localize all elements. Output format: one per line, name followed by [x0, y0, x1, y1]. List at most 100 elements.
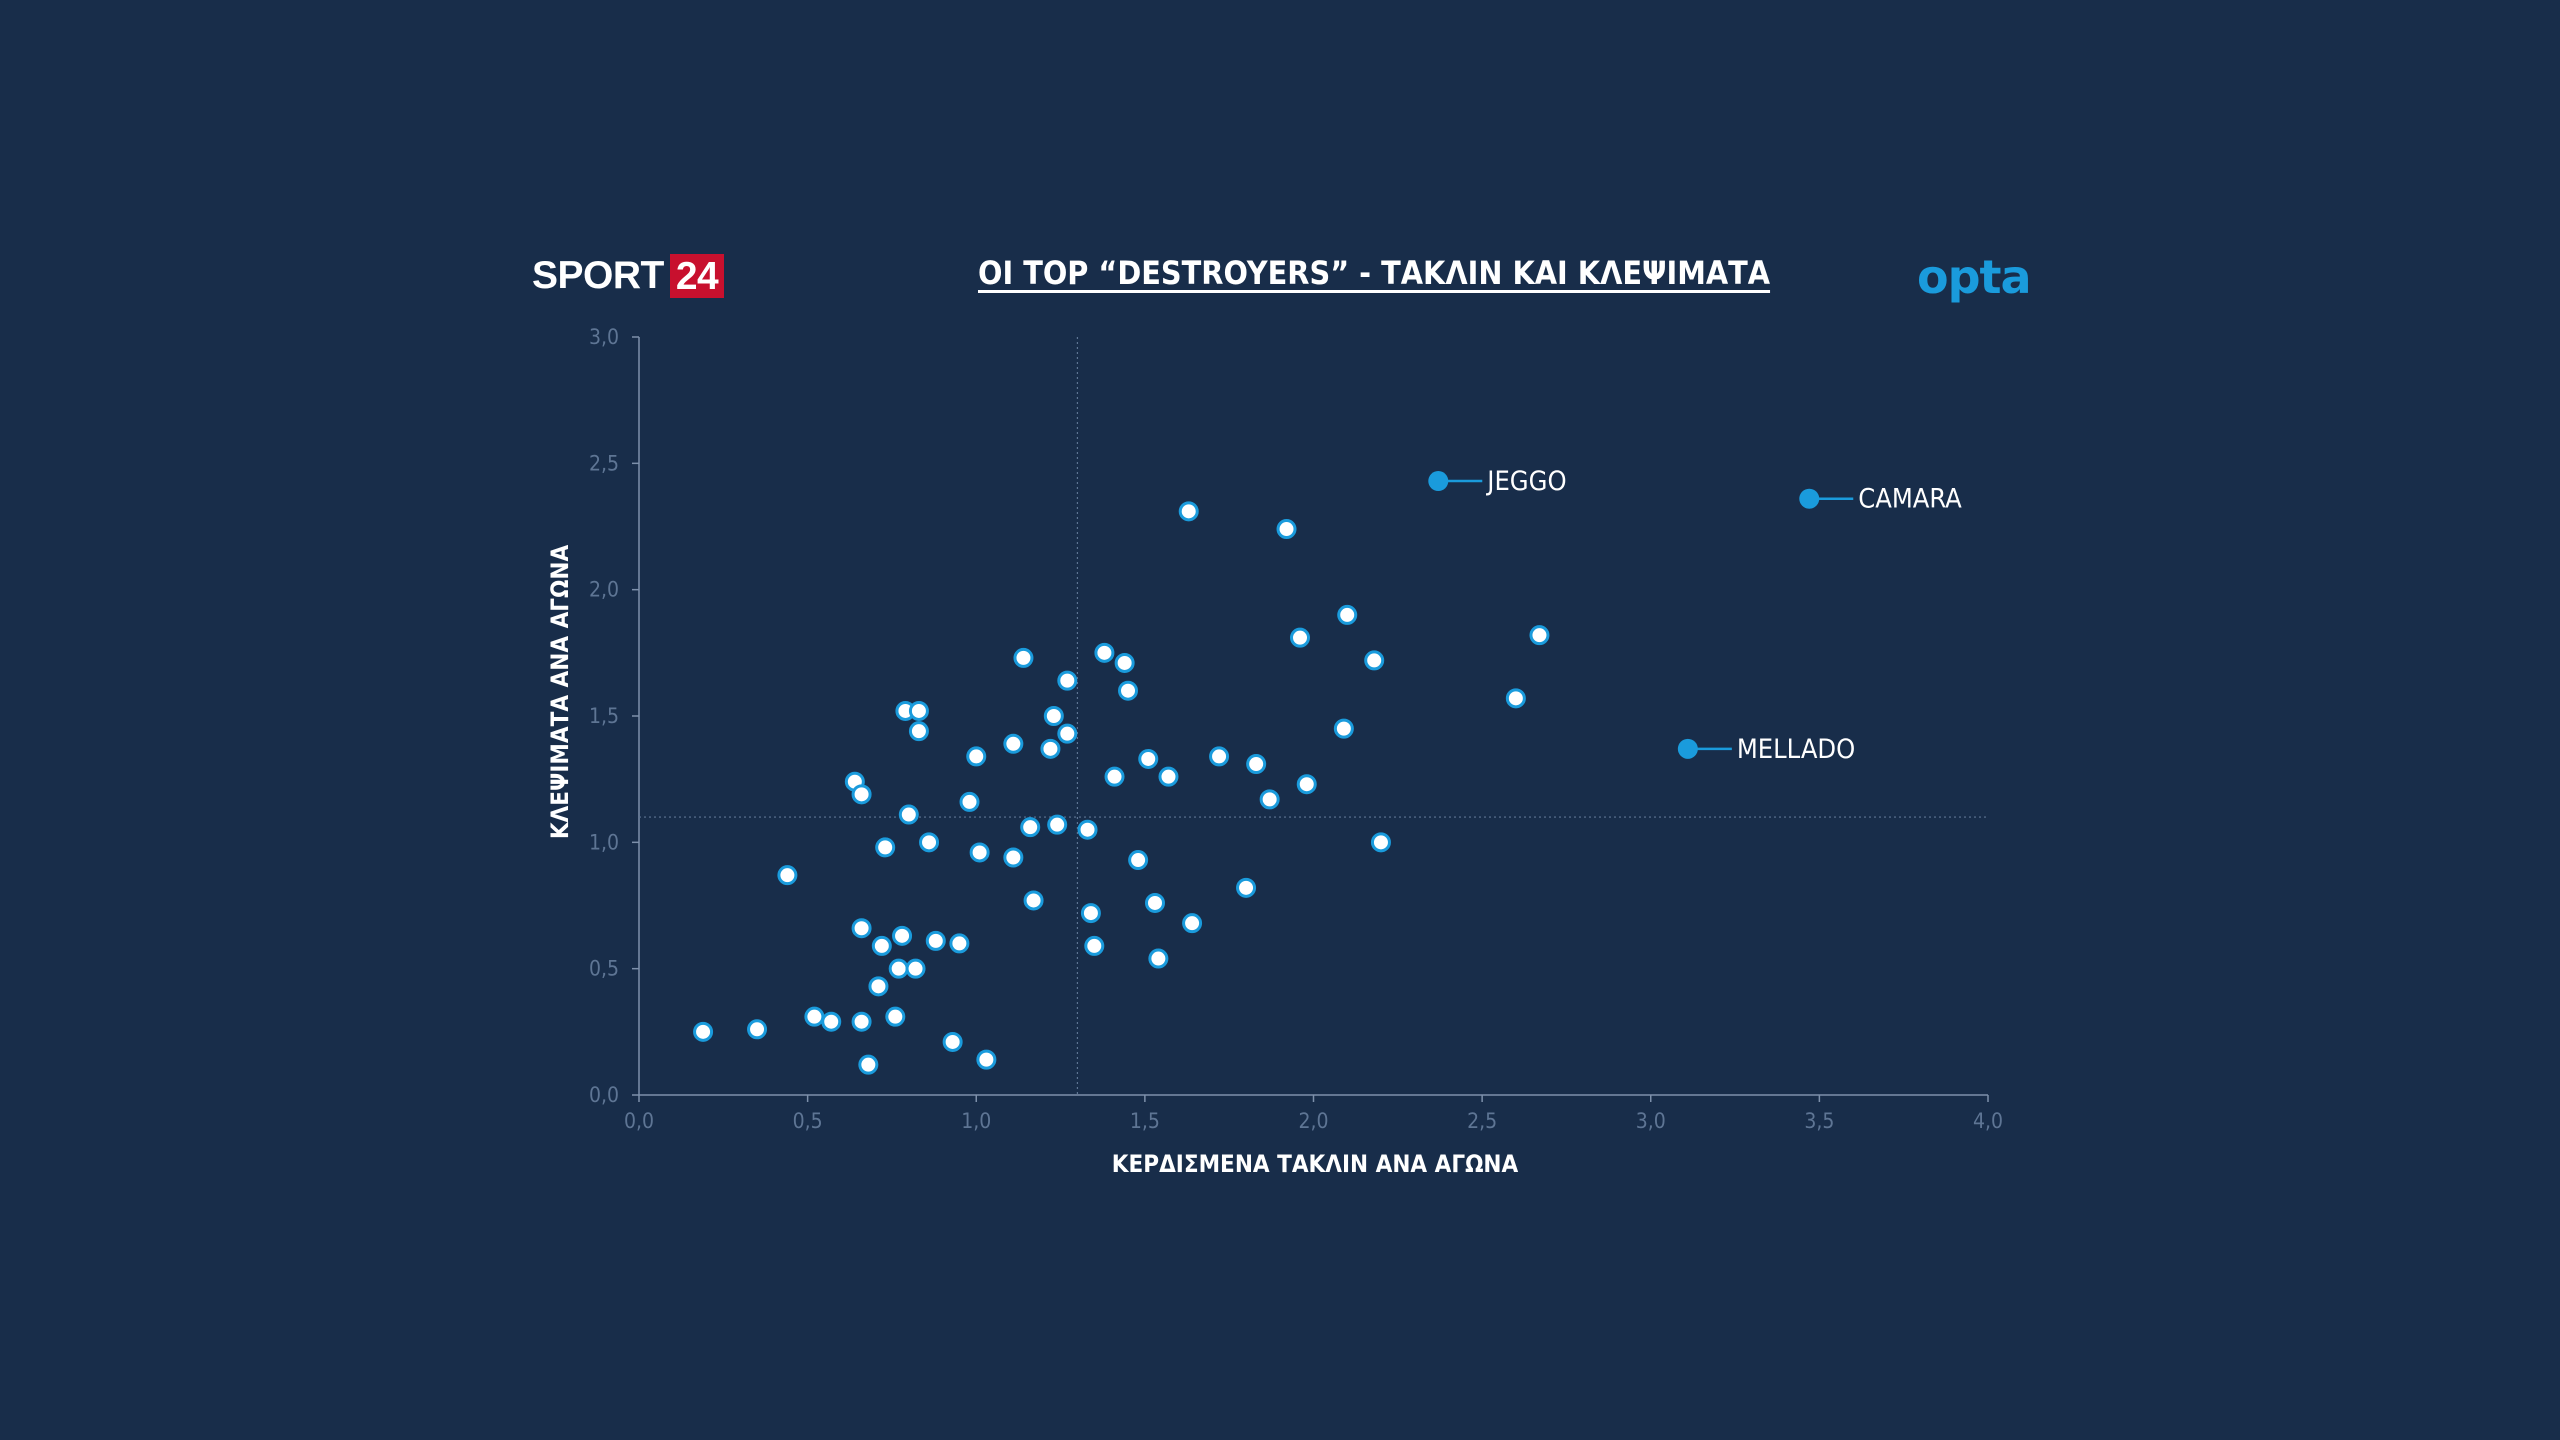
data-point	[858, 1054, 879, 1075]
data-point	[949, 933, 970, 954]
data-point	[851, 918, 872, 939]
data-point	[851, 784, 872, 805]
x-tick-label: 1,0	[961, 1109, 991, 1133]
y-tick-label: 2,5	[589, 451, 619, 475]
data-point	[1236, 877, 1257, 898]
data-point	[1003, 733, 1024, 754]
data-point	[1023, 890, 1044, 911]
data-point	[804, 1006, 825, 1027]
sport24-logo-number: 24	[669, 254, 725, 298]
highlighted-players: JEGGO CAMARA MELLADO	[1428, 466, 1962, 765]
data-point	[1259, 789, 1280, 810]
data-point	[1296, 774, 1317, 795]
y-axis-label: ΚΛΕΨΙΜΑΤΑ ΑΝΑ ΑΓΩΝΑ	[546, 545, 574, 840]
data-point	[1003, 847, 1024, 868]
data-points	[693, 501, 1550, 1075]
data-point	[1057, 723, 1078, 744]
x-tick-label: 4,0	[1973, 1109, 2003, 1133]
data-point	[1094, 642, 1115, 663]
data-point	[888, 958, 909, 979]
highlighted-point	[1677, 738, 1698, 759]
data-point	[1178, 501, 1199, 522]
data-point	[1138, 748, 1159, 769]
y-tick-label: 2,0	[589, 578, 619, 602]
player-label: MELLADO	[1737, 734, 1855, 765]
data-point	[777, 865, 798, 886]
data-point	[868, 976, 889, 997]
data-point	[1276, 519, 1297, 540]
data-point	[908, 721, 929, 742]
data-point	[1182, 913, 1203, 934]
data-point	[1364, 650, 1385, 671]
data-point	[925, 930, 946, 951]
data-point	[919, 832, 940, 853]
x-tick-labels: 0,0 0,5 1,0 1,5 2,0 2,5 3,0 3,5 4,0	[624, 1095, 2003, 1133]
y-tick-label: 1,5	[589, 704, 619, 728]
data-point	[1084, 935, 1105, 956]
x-tick-label: 0,5	[793, 1109, 823, 1133]
data-point	[693, 1021, 714, 1042]
data-point	[875, 837, 896, 858]
data-point	[1370, 832, 1391, 853]
data-point	[1080, 903, 1101, 924]
data-point	[1529, 625, 1550, 646]
x-axis-label: ΚΕΡΔΙΣΜΕΝΑ ΤΑΚΛΙΝ ΑΝΑ ΑΓΩΝΑ	[1112, 1150, 1519, 1178]
sport24-logo-text: SPORT	[532, 254, 664, 297]
data-point	[1148, 948, 1169, 969]
data-point	[1337, 604, 1358, 625]
reference-lines	[639, 337, 1988, 1095]
data-point	[1209, 746, 1230, 767]
data-point	[885, 1006, 906, 1027]
data-point	[1505, 688, 1526, 709]
data-point	[1333, 718, 1354, 739]
x-tick-label: 2,0	[1298, 1109, 1328, 1133]
highlighted-player: CAMARA	[1799, 484, 1962, 515]
data-point	[1020, 817, 1041, 838]
data-point	[908, 700, 929, 721]
data-point	[892, 925, 913, 946]
data-point	[959, 791, 980, 812]
data-point	[1290, 627, 1311, 648]
x-tick-label: 2,5	[1467, 1109, 1497, 1133]
y-tick-label: 0,5	[589, 957, 619, 981]
highlighted-point	[1428, 471, 1449, 492]
data-point	[1057, 670, 1078, 691]
data-point	[976, 1049, 997, 1070]
data-point	[1104, 766, 1125, 787]
highlighted-player: MELLADO	[1677, 734, 1855, 765]
player-label: CAMARA	[1858, 484, 1962, 515]
highlighted-player: JEGGO	[1428, 466, 1567, 497]
data-point	[1043, 706, 1064, 726]
data-point	[966, 746, 987, 767]
x-tick-label: 0,0	[624, 1109, 654, 1133]
data-point	[1047, 814, 1068, 835]
data-point	[969, 842, 990, 863]
data-point	[1077, 819, 1098, 840]
y-tick-labels: 0,0 0,5 1,0 1,5 2,0 2,5 3,0	[589, 325, 639, 1107]
data-point	[1144, 892, 1165, 913]
data-point	[1246, 754, 1267, 775]
data-point	[851, 1011, 872, 1032]
opta-logo: opta	[1917, 250, 2032, 304]
chart-title: ΟΙ TOP “DESTROYERS” - ΤΑΚΛΙΝ ΚΑΙ ΚΛΕΨΙΜΑ…	[978, 254, 1771, 292]
data-point	[1040, 738, 1061, 759]
data-point	[1013, 647, 1034, 668]
sport24-logo: SPORT 24	[532, 254, 725, 298]
y-tick-label: 0,0	[589, 1083, 619, 1107]
data-point	[1114, 652, 1135, 673]
highlighted-point	[1799, 488, 1820, 509]
x-tick-label: 3,5	[1804, 1109, 1834, 1133]
data-point	[898, 804, 919, 825]
y-tick-label: 3,0	[589, 325, 619, 349]
data-point	[747, 1019, 768, 1040]
x-tick-label: 3,0	[1636, 1109, 1666, 1133]
data-point	[1118, 680, 1139, 701]
y-tick-label: 1,0	[589, 830, 619, 854]
data-point	[942, 1031, 963, 1052]
data-point	[871, 935, 892, 956]
axes	[638, 337, 1988, 1096]
data-point	[1128, 850, 1149, 871]
data-point	[905, 958, 926, 979]
